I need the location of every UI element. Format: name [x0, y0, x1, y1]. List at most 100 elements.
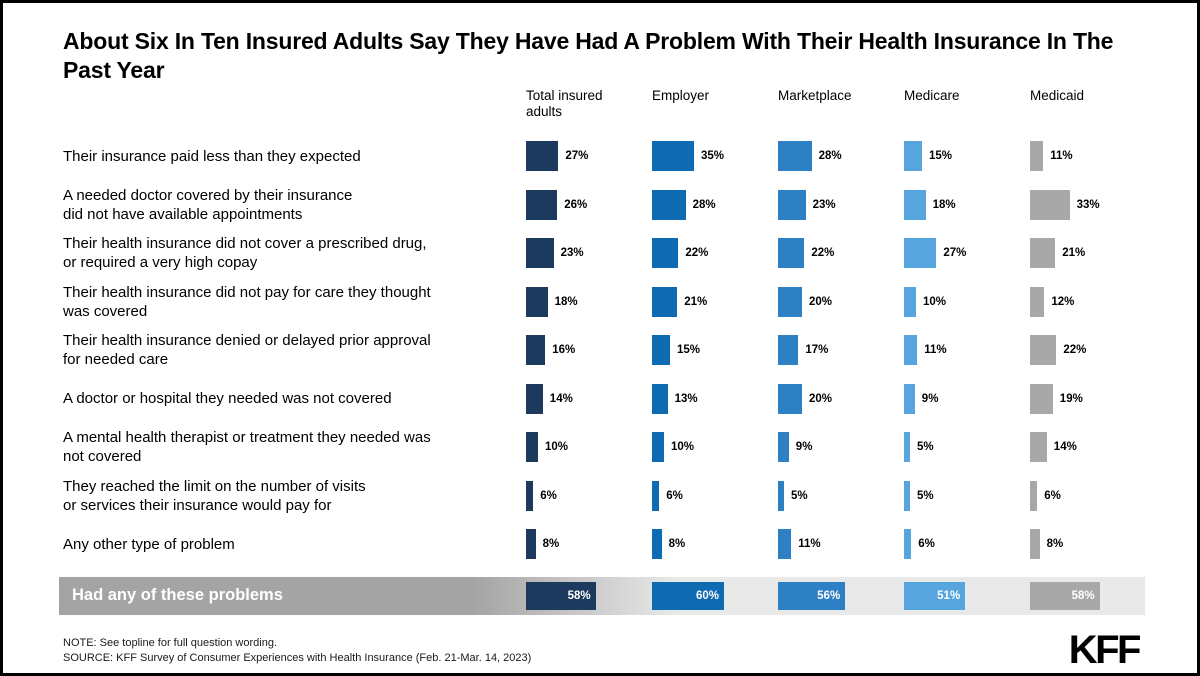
bar-cell: 23% [526, 229, 652, 278]
bar-value-label: 35% [701, 150, 725, 163]
bar-cell: 21% [652, 278, 778, 327]
bar-value-label: 5% [917, 441, 934, 454]
total-bar: 51% [904, 581, 966, 610]
row-label-line: for needed care [63, 351, 169, 369]
row-label: Any other type of problem [63, 535, 526, 554]
row-label: A mental health therapist or treatment t… [63, 428, 526, 466]
bar-cell: 12% [1030, 278, 1156, 327]
bar-cell: 5% [904, 423, 1030, 472]
bar [652, 238, 679, 269]
total-bar: 60% [652, 581, 724, 610]
bar [778, 335, 799, 366]
bar-cell: 15% [652, 326, 778, 375]
bar-value-label: 15% [677, 344, 701, 357]
bar-cell: 10% [652, 423, 778, 472]
total-bar: 56% [778, 581, 846, 610]
column-header-line: Employer [652, 88, 710, 103]
bar-cell: 8% [526, 520, 652, 569]
bar-cell: 6% [652, 472, 778, 521]
chart-row: A mental health therapist or treatment t… [63, 423, 1145, 472]
column-header: Marketplace [778, 88, 904, 120]
bar-value-label: 14% [549, 392, 573, 405]
bar [904, 286, 916, 317]
bar-cell: 35% [652, 132, 778, 181]
bar [778, 480, 784, 511]
bar-cell: 9% [904, 375, 1030, 424]
bar [652, 529, 662, 560]
bar [904, 141, 922, 172]
row-label: Their health insurance denied or delayed… [63, 331, 526, 369]
bar-cell: 10% [904, 278, 1030, 327]
bar [778, 238, 805, 269]
bar [904, 529, 912, 560]
bar-value-label: 21% [684, 295, 708, 308]
row-label-line: Any other type of problem [63, 535, 235, 553]
bar-cell: 14% [1030, 423, 1156, 472]
total-row-label: Had any of these problems [72, 586, 283, 604]
bar-cell: 11% [904, 326, 1030, 375]
bar-value-label: 8% [668, 538, 686, 551]
total-bar-value-label: 60% [695, 589, 719, 602]
row-label: Their health insurance did not pay for c… [63, 283, 526, 321]
bar-value-label: 10% [545, 441, 569, 454]
bar [526, 189, 558, 220]
bar [778, 432, 789, 463]
bar-cell: 19% [1030, 375, 1156, 424]
bar-value-label: 22% [685, 247, 709, 260]
bar-value-label: 9% [795, 441, 813, 454]
bar-value-label: 5% [791, 489, 808, 502]
bar-value-label: 33% [1076, 198, 1100, 211]
total-bar-cell: 58% [526, 577, 652, 615]
chart-row: Their insurance paid less than they expe… [63, 132, 1145, 181]
chart-row: Their health insurance did not pay for c… [63, 278, 1145, 327]
bar [1030, 286, 1045, 317]
bar-cell: 16% [526, 326, 652, 375]
bar-cell: 22% [652, 229, 778, 278]
total-bar-value-label: 51% [937, 589, 961, 602]
bar-cell: 18% [904, 181, 1030, 230]
bar [652, 480, 660, 511]
bar-value-label: 15% [929, 150, 953, 163]
bar-value-label: 20% [809, 295, 833, 308]
column-headers: Total insured adults Employer Marketplace Me… [63, 88, 1145, 120]
row-label-line: or required a very high copay [63, 254, 258, 272]
bar [526, 383, 543, 414]
total-bar-value-label: 56% [817, 589, 841, 602]
bar-value-label: 9% [921, 392, 939, 405]
bar-value-label: 8% [1046, 538, 1064, 551]
bar [526, 432, 538, 463]
column-header-line: Medicaid [1030, 88, 1085, 103]
note-text: NOTE: See topline for full question word… [63, 636, 278, 649]
bar [652, 189, 686, 220]
bar-cell: 5% [778, 472, 904, 521]
row-label-line: not covered [63, 448, 142, 466]
bar [1030, 432, 1047, 463]
bar-value-label: 6% [666, 489, 683, 502]
bar-cell: 6% [1030, 472, 1156, 521]
row-label-line: Their health insurance denied or delayed… [63, 332, 431, 350]
row-label-line: or services their insurance would pay fo… [63, 496, 332, 514]
chart-footer: NOTE: See topline for full question word… [63, 630, 1145, 670]
bar-value-label: 11% [924, 344, 947, 357]
row-label: A needed doctor covered by their insuran… [63, 186, 526, 224]
bar [904, 238, 937, 269]
bar [652, 432, 664, 463]
column-header-line: adults [526, 104, 563, 119]
bar-value-label: 10% [671, 441, 695, 454]
bar-cell: 9% [778, 423, 904, 472]
column-header: Medicaid [1030, 88, 1156, 120]
column-header: Medicare [904, 88, 1030, 120]
bar [1030, 189, 1070, 220]
bar [904, 335, 918, 366]
bar-cell: 27% [904, 229, 1030, 278]
bar-value-label: 21% [1062, 247, 1086, 260]
bar-value-label: 27% [565, 150, 589, 163]
bar-cell: 27% [526, 132, 652, 181]
bar-value-label: 22% [811, 247, 835, 260]
bar [1030, 383, 1053, 414]
chart-row: A doctor or hospital they needed was not… [63, 375, 1145, 424]
bar-cell: 33% [1030, 181, 1156, 230]
bar-cell: 28% [652, 181, 778, 230]
column-header-line: Medicare [904, 88, 960, 103]
